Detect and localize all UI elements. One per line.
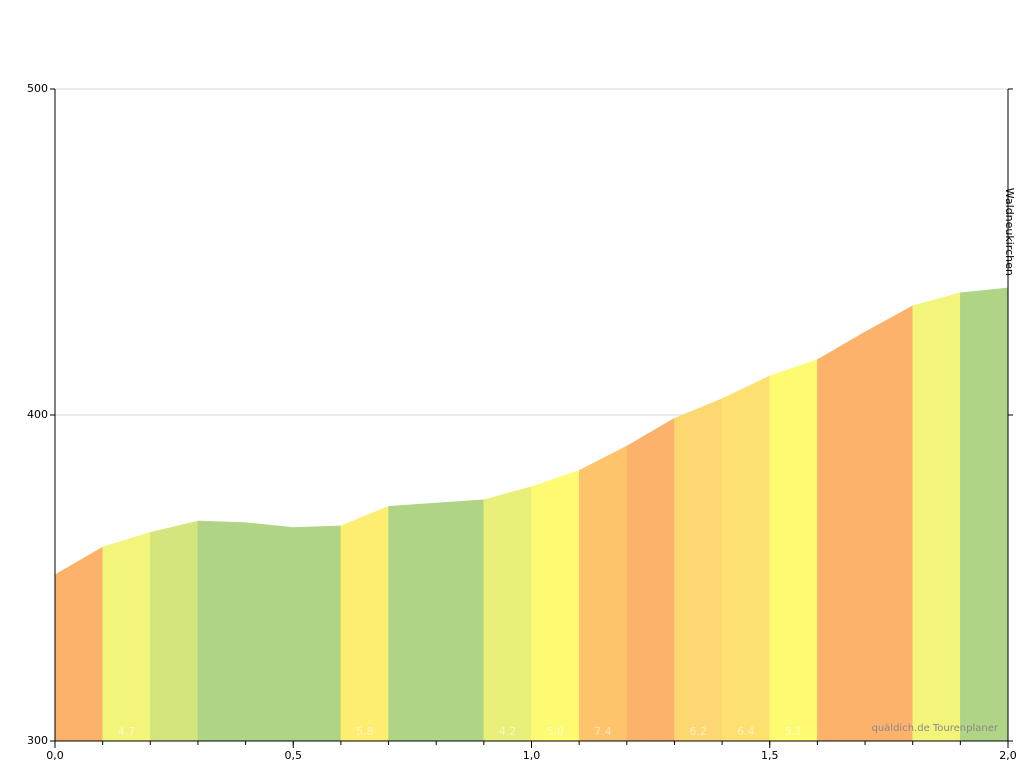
area-segment: [817, 331, 866, 742]
watermark: quäldich.de Tourenplaner: [871, 723, 998, 734]
place-annotation: Waldneukirchen: [1003, 188, 1016, 276]
area-segment: [960, 287, 1009, 742]
area-segment: [578, 445, 628, 742]
area-segment: [54, 546, 103, 742]
segment-label: 5.0: [547, 725, 565, 738]
area-segment: [102, 532, 151, 742]
area-segment: [912, 292, 961, 742]
area-segment: [864, 305, 913, 742]
x-tick-label: 0,0: [46, 749, 64, 762]
area-segment: [769, 359, 818, 742]
area-segment: [388, 502, 437, 742]
segment-label: 6.4: [737, 725, 755, 738]
area-segment: [674, 398, 723, 742]
y-tick-label: 300: [27, 734, 48, 747]
area-segment: [531, 470, 580, 742]
y-tick-label: 500: [27, 82, 48, 95]
segment-label: 5.1: [785, 725, 803, 738]
area-segment: [245, 522, 294, 742]
x-tick-label: 0,5: [285, 749, 303, 762]
x-tick-label: 2,0: [999, 749, 1017, 762]
area-segment: [626, 417, 675, 742]
segment-label: 4.7: [118, 725, 136, 738]
area-segment: [435, 499, 485, 742]
area-segment: [721, 375, 770, 742]
segment-label: 6.2: [690, 725, 708, 738]
y-tick-label: 400: [27, 408, 48, 421]
area-segment: [483, 486, 532, 742]
segment-label: 5.8: [356, 725, 374, 738]
segment-label: 7.4: [594, 725, 612, 738]
area-segment: [293, 525, 342, 742]
x-tick-label: 1,5: [761, 749, 779, 762]
area-segment: [150, 520, 199, 742]
area-segment: [197, 520, 246, 742]
segment-label: 4.2: [499, 725, 517, 738]
area-segment: [340, 505, 389, 742]
x-tick-label: 1,0: [523, 749, 541, 762]
